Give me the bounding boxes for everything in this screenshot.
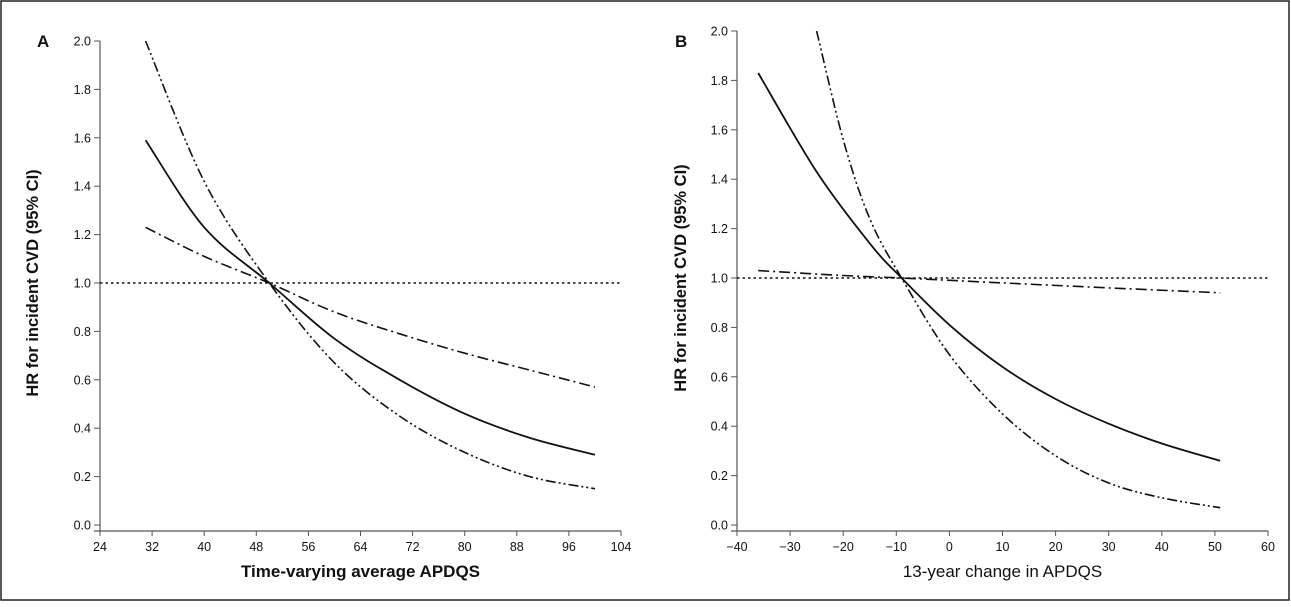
y-tick-label-b: 1.6: [711, 123, 728, 137]
y-tick-label-a: 0.0: [74, 519, 91, 533]
series-line-estimate-a: [144, 139, 596, 456]
series-line-estimate-b: [757, 72, 1221, 462]
panel-a: 0.0 0.2 0.4 0.6 0.8 1.0 1.2 1.4 1.6 1.8 2.0 24 32 40 4…: [24, 35, 631, 582]
y-axis-title-b: HR for incident CVD (95% CI): [672, 164, 690, 391]
x-axis-title-a: Time-varying average APDQS: [241, 562, 480, 581]
panel-b: 0.0 0.2 0.4 0.6 0.8 1.0 1.2 1.4 1.6 1.8 2.0 −40 −30 −…: [672, 25, 1275, 582]
x-tick-label-a: 88: [510, 540, 524, 554]
x-tick-label-b: 40: [1155, 540, 1169, 554]
series-line-upper-ci-b: [758, 269, 1221, 294]
x-axis-title-b: 13-year change in APDQS: [903, 562, 1102, 581]
series-line-lower-ci-a: [144, 40, 596, 490]
x-tick-label-b: 50: [1208, 540, 1222, 554]
y-axis-title-a: HR for incident CVD (95% CI): [24, 169, 42, 396]
x-tick-label-b: −40: [726, 540, 747, 554]
x-tick-label-a: 72: [406, 540, 420, 554]
y-tick-label-b: 1.2: [711, 222, 728, 236]
x-tick-label-b: 0: [946, 540, 953, 554]
y-tick-label-a: 1.8: [74, 83, 91, 97]
y-tick-label-a: 1.2: [74, 228, 91, 242]
y-tick-label-b: 1.4: [711, 173, 728, 187]
y-tick-label-a: 1.6: [74, 131, 91, 145]
y-tick-label-a: 0.4: [74, 422, 91, 436]
x-tick-label-b: 20: [1049, 540, 1063, 554]
y-tick-label-b: 0.6: [711, 370, 728, 384]
x-tick-label-a: 96: [562, 540, 576, 554]
x-tick-label-b: −10: [886, 540, 907, 554]
y-tick-label-a: 0.8: [74, 325, 91, 339]
panel-letter-b: B: [675, 32, 687, 51]
y-tick-label-a: 0.2: [74, 470, 91, 484]
x-tick-label-a: 56: [301, 540, 315, 554]
x-tick-label-b: 60: [1261, 540, 1275, 554]
y-tick-label-b: 1.8: [711, 74, 728, 88]
x-tick-label-a: 24: [93, 540, 107, 554]
x-tick-label-b: 30: [1102, 540, 1116, 554]
x-tick-label-a: 48: [249, 540, 263, 554]
x-tick-label-b: −30: [779, 540, 800, 554]
series-line-upper-ci-a: [145, 226, 596, 388]
x-tick-label-a: 64: [354, 540, 368, 554]
x-tick-label-a: 40: [197, 540, 211, 554]
y-tick-label-b: 1.0: [711, 272, 728, 286]
x-tick-label-a: 32: [145, 540, 159, 554]
x-tick-label-a: 80: [458, 540, 472, 554]
y-tick-label-b: 0.2: [711, 469, 728, 483]
y-tick-label-a: 1.4: [74, 180, 91, 194]
x-tick-label-a: 104: [611, 540, 632, 554]
y-tick-label-b: 2.0: [711, 25, 728, 39]
y-tick-label-a: 2.0: [74, 35, 91, 49]
y-tick-label-b: 0.8: [711, 321, 728, 335]
y-tick-label-a: 1.0: [74, 277, 91, 291]
series-line-lower-ci-b: [815, 30, 1221, 509]
panel-letter-a: A: [37, 32, 49, 51]
y-tick-label-a: 0.6: [74, 373, 91, 387]
y-tick-label-b: 0.0: [711, 519, 728, 533]
y-tick-label-b: 0.4: [711, 420, 728, 434]
x-tick-label-b: 10: [996, 540, 1010, 554]
x-tick-label-b: −20: [833, 540, 854, 554]
